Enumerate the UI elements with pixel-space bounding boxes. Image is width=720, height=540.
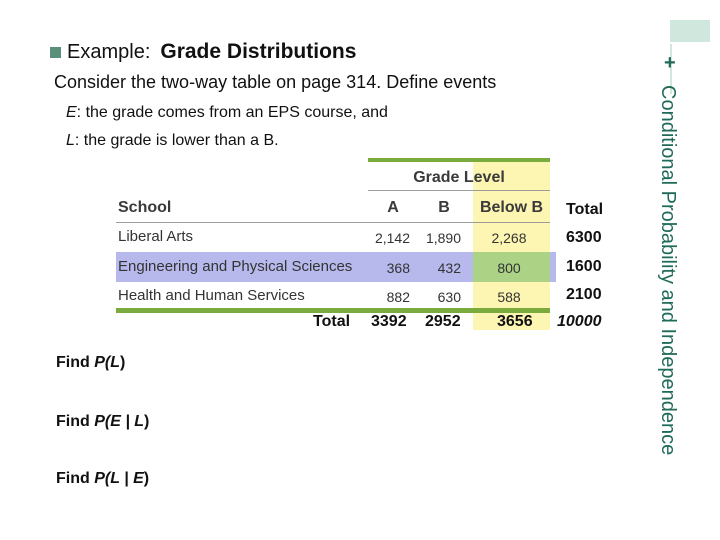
question-p-close: ) — [144, 413, 150, 430]
question-find-p-l-given-e: Find P(L | E) — [56, 470, 149, 488]
question-prefix: Find — [56, 354, 95, 371]
example-label: Example: — [67, 40, 151, 63]
table-bottom-rule — [116, 308, 550, 313]
grade-level-rule — [368, 190, 550, 191]
cell-eps-below-b: 800 — [497, 260, 521, 276]
accent-line — [670, 44, 672, 94]
totals-label: Total — [313, 313, 351, 330]
question-expr: L — [110, 354, 120, 371]
cell-hhs-b: 630 — [437, 289, 461, 305]
cell-eps-b: 432 — [437, 260, 461, 276]
eps-below-b-highlight — [473, 252, 550, 282]
cell-liberal-arts-a: 2,142 — [374, 230, 410, 246]
event-l-definition: L: the grade is lower than a B. — [66, 132, 279, 150]
event-l-var: L — [66, 132, 75, 149]
slide-heading: Example: Grade Distributions — [50, 40, 356, 64]
column-header-below-b: Below B — [479, 199, 544, 216]
question-find-p-e-given-l: Find P(E | L) — [56, 413, 149, 431]
question-find-p-l: Find P(L) — [56, 354, 125, 372]
event-e-var: E — [66, 104, 77, 121]
column-header-b: B — [438, 199, 450, 216]
school-header: School — [118, 199, 172, 216]
question-p-open: P( — [94, 413, 111, 430]
total-below-b: 3656 — [497, 313, 533, 330]
total-a: 3392 — [371, 313, 407, 330]
square-bullet-icon — [50, 46, 61, 58]
question-p-open: P( — [94, 470, 111, 487]
row-total-eps: 1600 — [566, 258, 602, 275]
event-e-definition: E: the grade comes from an EPS course, a… — [66, 104, 388, 122]
question-prefix: Find — [56, 470, 95, 487]
question-expr: L | E — [110, 470, 144, 487]
cell-liberal-arts-b: 1,890 — [425, 230, 461, 246]
row-name-liberal-arts: Liberal Arts — [118, 228, 194, 245]
grade-table: Grade Level School A B Below B Liberal A… — [116, 158, 556, 330]
table-top-rule — [368, 158, 550, 162]
event-l-text: : the grade is lower than a B. — [74, 132, 279, 149]
column-header-a: A — [387, 199, 399, 216]
header-rule — [116, 222, 550, 223]
cell-liberal-arts-below-b: 2,268 — [491, 230, 527, 246]
below-b-highlight — [473, 158, 550, 330]
grade-level-header: Grade Level — [413, 169, 505, 186]
total-column-header: Total — [566, 201, 604, 218]
slide-title: Grade Distributions — [160, 40, 357, 63]
cell-hhs-below-b: 588 — [497, 289, 521, 305]
question-p-close: ) — [143, 470, 150, 487]
row-total-liberal-arts: 6300 — [566, 229, 602, 246]
intro-text: Consider the two-way table on page 314. … — [54, 72, 497, 92]
question-p-open: P( — [94, 354, 111, 371]
accent-bar — [670, 20, 710, 42]
event-e-text: : the grade comes from an EPS course, an… — [76, 104, 388, 121]
row-name-hhs: Health and Human Services — [118, 287, 305, 304]
question-p-close: ) — [120, 354, 126, 371]
cell-eps-a: 368 — [386, 260, 410, 276]
grand-total: 10000 — [557, 313, 602, 330]
question-prefix: Find — [56, 413, 95, 430]
row-total-hhs: 2100 — [566, 286, 602, 303]
cell-hhs-a: 882 — [386, 289, 410, 305]
side-section-title: Conditional Probability and Independence — [657, 85, 679, 456]
question-expr: E | L — [110, 413, 145, 430]
plus-icon: + — [664, 52, 676, 74]
row-name-eps: Engineering and Physical Sciences — [118, 258, 353, 275]
total-b: 2952 — [425, 313, 461, 330]
